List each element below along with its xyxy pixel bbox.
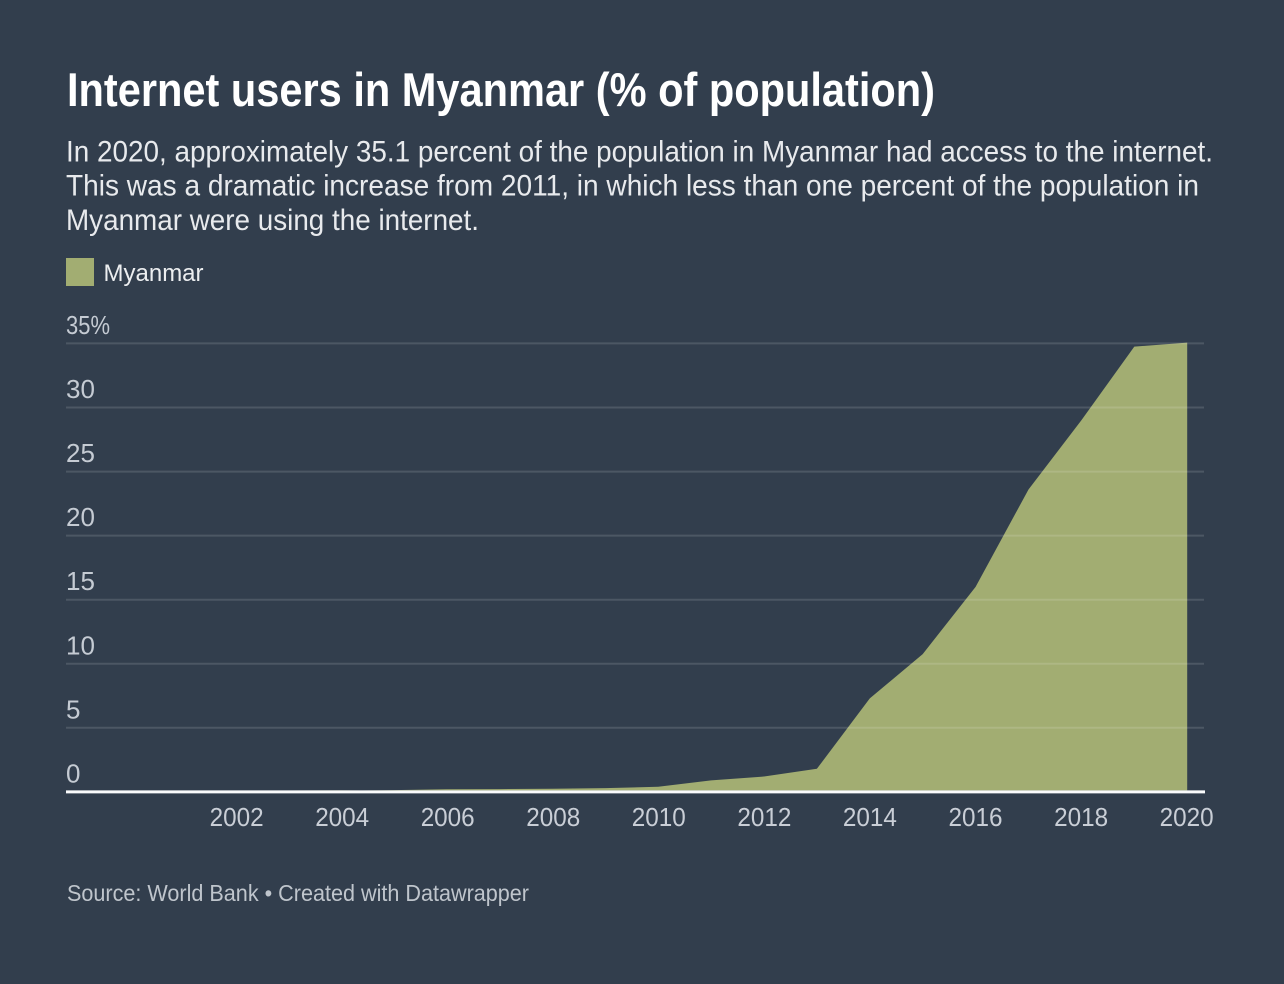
- svg-text:2014: 2014: [843, 802, 897, 832]
- svg-text:2016: 2016: [949, 802, 1003, 832]
- svg-text:2018: 2018: [1054, 802, 1108, 832]
- svg-text:2006: 2006: [421, 802, 475, 832]
- svg-text:35%: 35%: [66, 310, 110, 340]
- svg-text:30: 30: [66, 374, 95, 404]
- svg-text:2010: 2010: [632, 802, 686, 832]
- svg-text:2008: 2008: [526, 802, 580, 832]
- svg-text:2004: 2004: [315, 802, 369, 832]
- svg-text:2012: 2012: [737, 802, 791, 832]
- svg-text:2020: 2020: [1160, 802, 1214, 832]
- svg-text:In 2020, approximately 35.1 pe: In 2020, approximately 35.1 percent of t…: [66, 136, 1213, 169]
- svg-text:Myanmar: Myanmar: [104, 260, 204, 287]
- svg-text:0: 0: [66, 758, 80, 788]
- svg-text:This was a dramatic increase f: This was a dramatic increase from 2011, …: [66, 170, 1199, 203]
- svg-text:Myanmar were using the interne: Myanmar were using the internet.: [66, 204, 479, 237]
- svg-text:10: 10: [66, 630, 95, 660]
- svg-text:25: 25: [66, 438, 95, 468]
- svg-text:5: 5: [66, 694, 80, 724]
- svg-text:20: 20: [66, 502, 95, 532]
- svg-text:2002: 2002: [210, 802, 264, 832]
- svg-text:15: 15: [66, 566, 95, 596]
- svg-text:Source: World Bank • Created w: Source: World Bank • Created with Datawr…: [67, 880, 529, 906]
- svg-text:Internet users in Myanmar (% o: Internet users in Myanmar (% of populati…: [67, 63, 935, 116]
